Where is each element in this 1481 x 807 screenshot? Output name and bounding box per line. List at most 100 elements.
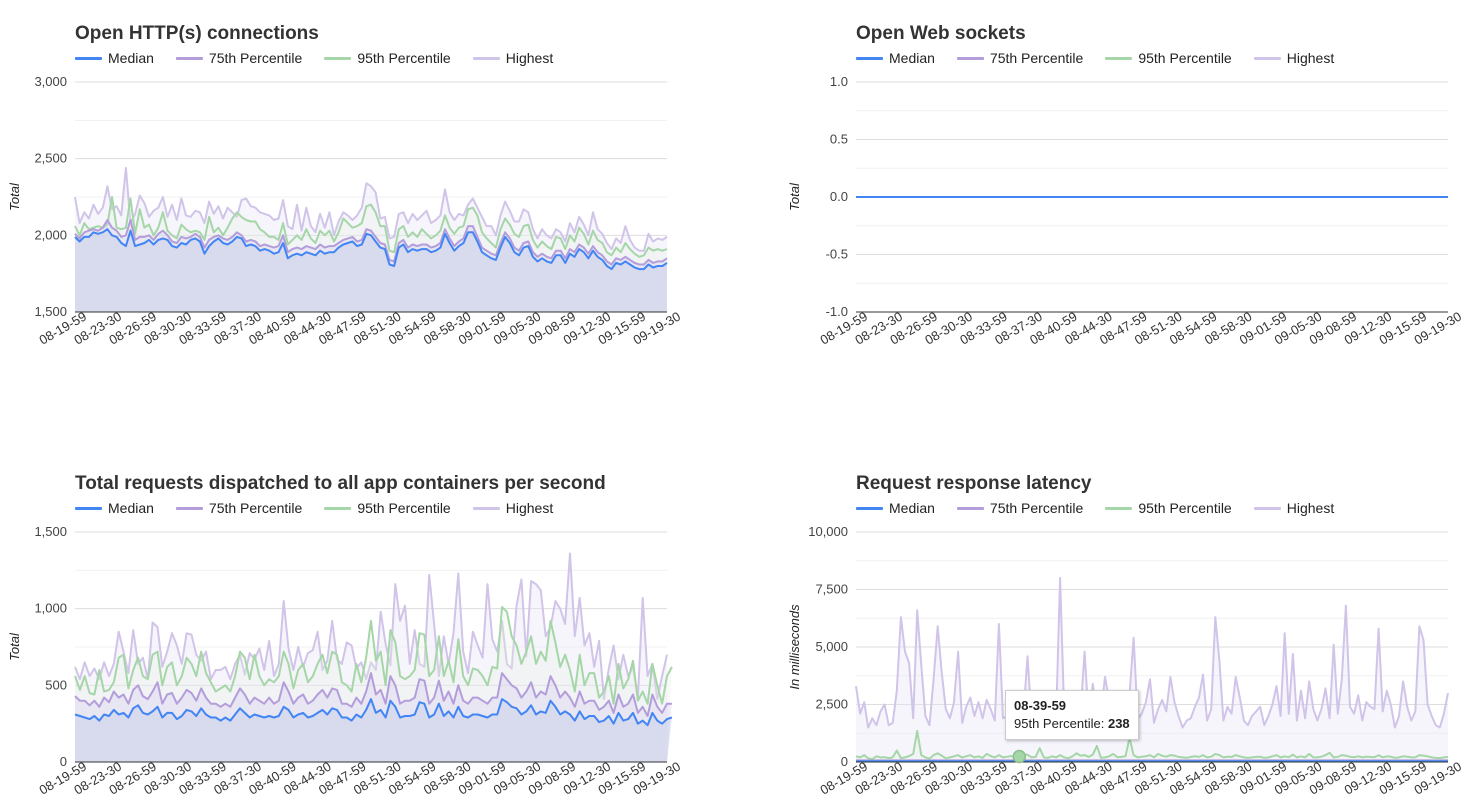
y-axis-label: Total: [787, 182, 802, 211]
legend-swatch-p95: [324, 506, 352, 510]
legend-item-p95[interactable]: 95th Percentile: [1105, 500, 1232, 516]
y-tick-label: 1,000: [34, 601, 67, 616]
series-line-highest: [855, 577, 1449, 729]
legend-item-p95[interactable]: 95th Percentile: [1105, 50, 1232, 66]
legend-swatch-p95: [1105, 56, 1133, 60]
legend-item-highest[interactable]: Highest: [1253, 50, 1335, 66]
series-line-p95: [74, 196, 668, 258]
legend-swatch-highest: [1253, 56, 1281, 60]
y-axis-label: Total: [7, 182, 22, 211]
series-line-highest: [74, 552, 668, 701]
legend-label: 95th Percentile: [357, 500, 451, 516]
legend-item-median[interactable]: Median: [856, 500, 935, 516]
chart-tooltip: 08-39-59 95th Percentile: 238: [1005, 690, 1139, 740]
legend-label: Median: [889, 50, 935, 66]
y-tick-label: 5,000: [815, 639, 848, 654]
y-axis-label: Total: [7, 632, 22, 661]
series-line-p95: [855, 729, 1449, 761]
legend-label: Highest: [505, 500, 554, 516]
tooltip-title: 08-39-59: [1014, 698, 1067, 713]
y-tick-label: 10,000: [808, 524, 848, 539]
legend-swatch-median: [75, 506, 102, 510]
chart-plot-ws: -1.0-0.50.00.51.0Total08-19-5908-23-3008…: [787, 74, 1464, 348]
y-tick-label: 1,500: [34, 304, 67, 319]
chart-legend: Median 75th Percentile 95th Percentile H…: [856, 50, 1356, 66]
chart-plot-latency: 0 2,500 5,000 7,500 10,000 In milliseconds 08-…: [787, 524, 1464, 798]
legend-item-median[interactable]: Median: [75, 50, 154, 66]
y-tick-label: 2,500: [34, 151, 67, 166]
chart-legend: Median 75th Percentile 95th Percentile H…: [75, 500, 575, 516]
y-tick-label: 2,500: [815, 697, 848, 712]
series-line-median: [74, 698, 673, 727]
legend-label: 95th Percentile: [1138, 50, 1232, 66]
legend-label: 95th Percentile: [1138, 500, 1232, 516]
tooltip-point: [1012, 749, 1027, 764]
legend-swatch-p75: [956, 506, 984, 510]
legend-item-median[interactable]: Median: [75, 500, 154, 516]
legend-label: 75th Percentile: [989, 50, 1084, 66]
legend-label: Highest: [505, 50, 554, 66]
legend-label: Highest: [1286, 50, 1335, 66]
y-tick-label: 0: [60, 754, 67, 769]
y-tick-label: 7,500: [815, 582, 848, 597]
y-tick-label: 0: [841, 754, 848, 769]
chart-plot-http: 1,5002,0002,5003,000Total08-19-5908-23-3…: [7, 74, 683, 348]
legend-swatch-median: [75, 56, 102, 60]
series-line-p95: [74, 606, 673, 705]
tooltip-value: 238: [1107, 716, 1130, 731]
legend-label: 75th Percentile: [989, 500, 1084, 516]
legend-label: Median: [108, 500, 154, 516]
y-tick-label: 0.0: [830, 189, 848, 204]
chart-legend: Median 75th Percentile 95th Percentile H…: [75, 50, 575, 66]
legend-swatch-p75: [175, 56, 203, 60]
y-axis-label: In milliseconds: [787, 604, 802, 690]
series-area-median: [75, 229, 667, 312]
series-area-p95: [856, 730, 1448, 762]
legend-label: Highest: [1286, 500, 1335, 516]
chart-plot-requests: 05001,0001,500Total08-19-5908-23-3008-26…: [7, 524, 683, 798]
y-tick-label: 2,000: [34, 227, 67, 242]
tooltip-series-label: 95th Percentile:: [1014, 716, 1105, 731]
series-area-highest: [75, 167, 667, 312]
chart-title: Open HTTP(s) connections: [75, 23, 319, 44]
legend-label: Median: [889, 500, 935, 516]
legend-swatch-p95: [1105, 506, 1133, 510]
chart-title: Open Web sockets: [856, 23, 1026, 44]
legend-swatch-median: [856, 56, 883, 60]
legend-item-p75[interactable]: 75th Percentile: [175, 500, 303, 516]
y-tick-label: -0.5: [826, 247, 848, 262]
series-area-p75: [75, 673, 672, 762]
legend-swatch-p75: [956, 56, 984, 60]
y-tick-label: -1.0: [826, 304, 848, 319]
series-line-p75: [74, 219, 668, 266]
y-tick-label: 1.0: [830, 74, 848, 89]
legend-item-median[interactable]: Median: [856, 50, 935, 66]
legend-item-p95[interactable]: 95th Percentile: [324, 500, 451, 516]
legend-swatch-p95: [324, 56, 352, 60]
chart-title: Request response latency: [856, 473, 1092, 494]
legend-item-highest[interactable]: Highest: [472, 500, 554, 516]
legend-swatch-highest: [472, 506, 500, 510]
legend-item-highest[interactable]: Highest: [1253, 500, 1335, 516]
series-line-p75: [74, 672, 672, 717]
y-tick-label: 0.5: [830, 132, 848, 147]
legend-swatch-median: [856, 506, 883, 510]
y-tick-label: 1,500: [34, 524, 67, 539]
legend-item-highest[interactable]: Highest: [472, 50, 554, 66]
legend-label: 75th Percentile: [208, 50, 303, 66]
y-tick-label: 3,000: [34, 74, 67, 89]
legend-item-p95[interactable]: 95th Percentile: [324, 50, 451, 66]
series-area-p95: [75, 197, 667, 312]
legend-swatch-p75: [175, 506, 203, 510]
legend-label: 95th Percentile: [357, 50, 451, 66]
chart-title: Total requests dispatched to all app con…: [75, 473, 606, 494]
legend-item-p75[interactable]: 75th Percentile: [956, 50, 1084, 66]
legend-item-p75[interactable]: 75th Percentile: [175, 50, 303, 66]
legend-item-p75[interactable]: 75th Percentile: [956, 500, 1084, 516]
series-area-highest: [856, 578, 1448, 762]
legend-swatch-highest: [472, 56, 500, 60]
legend-swatch-highest: [1253, 506, 1281, 510]
chart-legend: Median 75th Percentile 95th Percentile H…: [856, 500, 1356, 516]
series-line-highest: [74, 166, 668, 252]
legend-label: 75th Percentile: [208, 500, 303, 516]
